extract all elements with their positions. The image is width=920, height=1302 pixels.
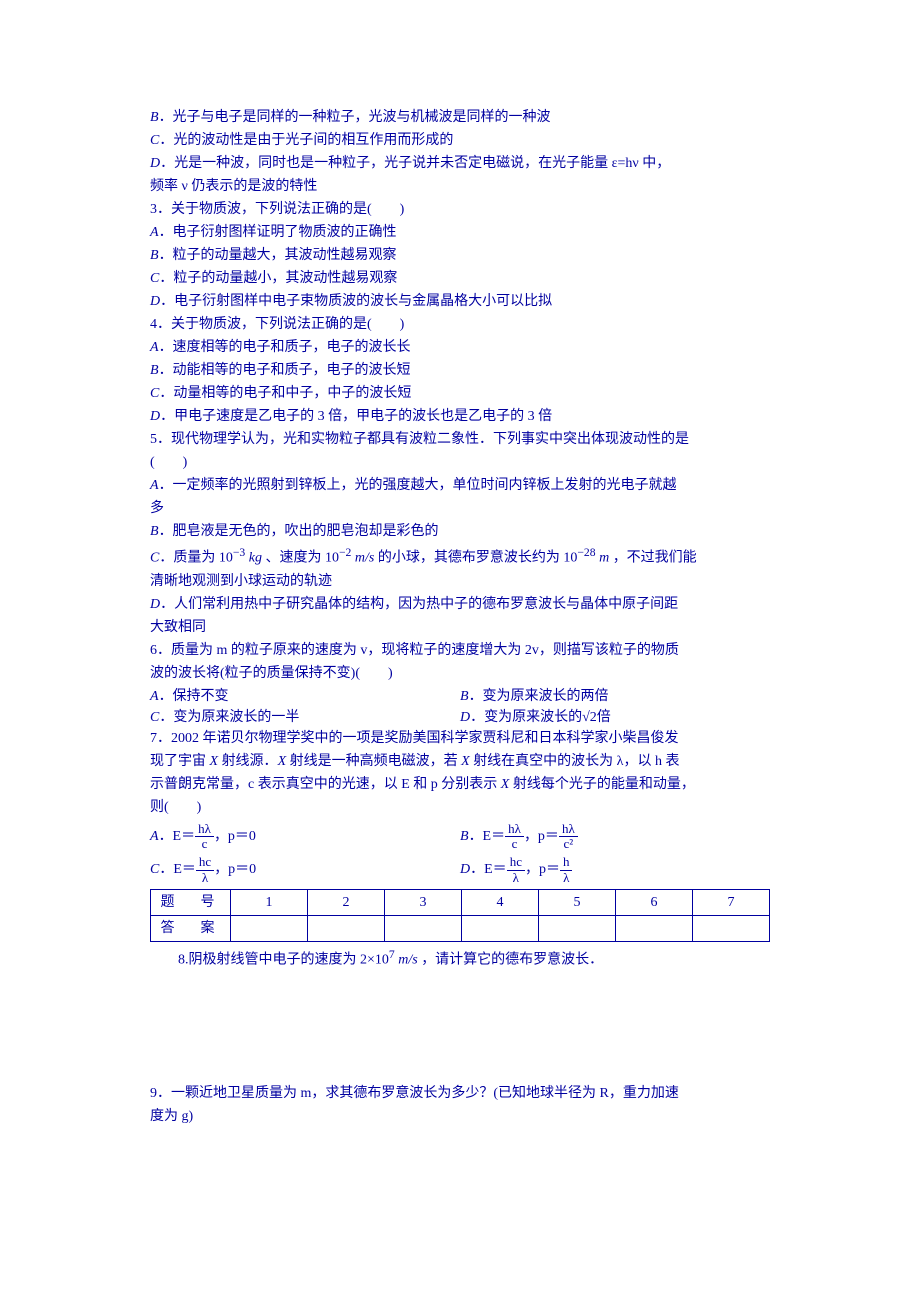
q5-option-c-2: 清晰地观测到小球运动的轨迹	[150, 571, 770, 592]
label-c: C	[150, 271, 159, 286]
answer-table: 题 号 1 2 3 4 5 6 7 答 案	[150, 889, 770, 942]
label-b: B	[460, 689, 469, 704]
table-cell: 6	[616, 889, 693, 915]
label-d: D	[150, 409, 160, 424]
q6-option-d: D．变为原来波长的√2倍	[460, 707, 770, 728]
label-d: D	[150, 294, 160, 309]
q5-option-a-1: A．一定频率的光照射到锌板上，光的强度越大，单位时间内锌板上发射的光电子就越	[150, 475, 770, 496]
label-a: A	[150, 829, 159, 844]
label-b: B	[150, 524, 159, 539]
q7-row-ab: A．E＝hλc，p＝0 B．E＝hλc，p＝hλc²	[150, 822, 770, 852]
q6-option-a: A．保持不变	[150, 686, 460, 707]
fraction-icon: hcλ	[507, 855, 525, 885]
q3-option-b: B．粒子的动量越大，其波动性越易观察	[150, 245, 770, 266]
table-header-answer: 答 案	[151, 915, 231, 941]
label-c: C	[150, 551, 159, 566]
q2-option-d-2: 频率 ν 仍表示的是波的特性	[150, 176, 770, 197]
q8-stem: 8.阴极射线管中电子的速度为 2×107 m/s ，请计算它的德布罗意波长．	[150, 946, 770, 971]
label-c: C	[150, 386, 159, 401]
table-row: 题 号 1 2 3 4 5 6 7	[151, 889, 770, 915]
spacer	[150, 973, 770, 1083]
label-b: B	[150, 363, 159, 378]
q7-stem-2: 现了宇宙 X 射线源．X 射线是一种高频电磁波，若 X 射线在真空中的波长为 λ…	[150, 751, 770, 772]
fraction-icon: hλc	[505, 822, 524, 852]
q6-option-b: B．变为原来波长的两倍	[460, 686, 770, 707]
label-c: C	[150, 862, 159, 877]
q3-option-d: D．电子衍射图样中电子束物质波的波长与金属晶格大小可以比拟	[150, 291, 770, 312]
table-cell	[616, 915, 693, 941]
q9-stem-2: 度为 g)	[150, 1106, 770, 1127]
label-d: D	[460, 710, 470, 725]
label-a: A	[150, 478, 159, 493]
label-d: D	[150, 156, 160, 171]
q7-row-cd: C．E＝hcλ，p＝0 D．E＝hcλ，p＝hλ	[150, 855, 770, 885]
q4-stem: 4．关于物质波，下列说法正确的是( )	[150, 314, 770, 335]
table-header-qnum: 题 号	[151, 889, 231, 915]
q7-stem-3: 示普朗克常量，c 表示真空中的光速，以 E 和 p 分别表示 X 射线每个光子的…	[150, 774, 770, 795]
fraction-icon: hcλ	[196, 855, 214, 885]
fraction-icon: hλ	[560, 855, 573, 885]
q5-option-a-2: 多	[150, 498, 770, 519]
label-b: B	[150, 110, 159, 125]
q4-option-d: D．甲电子速度是乙电子的 3 倍，甲电子的波长也是乙电子的 3 倍	[150, 406, 770, 427]
q5-stem-2: ( )	[150, 452, 770, 473]
q2-option-c: C．光的波动性是由于光子间的相互作用而形成的	[150, 130, 770, 151]
label-b: B	[150, 248, 159, 263]
label-d: D	[460, 862, 470, 877]
label-a: A	[150, 689, 159, 704]
q3-option-a: A．电子衍射图样证明了物质波的正确性	[150, 222, 770, 243]
q5-option-c-1: C．质量为 10−3 kg 、速度为 10−2 m/s 的小球，其德布罗意波长约…	[150, 544, 770, 569]
table-cell: 5	[539, 889, 616, 915]
q7-option-a: A．E＝hλc，p＝0	[150, 822, 460, 852]
label-b: B	[460, 829, 469, 844]
table-cell	[693, 915, 770, 941]
table-cell: 1	[231, 889, 308, 915]
q7-option-b: B．E＝hλc，p＝hλc²	[460, 822, 770, 852]
table-cell: 4	[462, 889, 539, 915]
fraction-icon: hλc²	[559, 822, 578, 852]
q5-option-d-2: 大致相同	[150, 617, 770, 638]
q6-row-cd: C．变为原来波长的一半 D．变为原来波长的√2倍	[150, 707, 770, 728]
table-cell: 7	[693, 889, 770, 915]
q6-stem-1: 6．质量为 m 的粒子原来的速度为 v，现将粒子的速度增大为 2v，则描写该粒子…	[150, 640, 770, 661]
label-a: A	[150, 225, 159, 240]
fraction-icon: hλc	[195, 822, 214, 852]
q2-option-d-1: D．光是一种波，同时也是一种粒子，光子说并未否定电磁说，在光子能量 ε=hν 中…	[150, 153, 770, 174]
q5-option-b: B．肥皂液是无色的，吹出的肥皂泡却是彩色的	[150, 521, 770, 542]
label-d: D	[150, 597, 160, 612]
table-cell: 3	[385, 889, 462, 915]
q7-option-d: D．E＝hcλ，p＝hλ	[460, 855, 770, 885]
label-c: C	[150, 133, 159, 148]
q7-option-c: C．E＝hcλ，p＝0	[150, 855, 460, 885]
q3-stem: 3．关于物质波，下列说法正确的是( )	[150, 199, 770, 220]
table-cell	[308, 915, 385, 941]
q7-stem-4: 则( )	[150, 797, 770, 818]
q4-option-b: B．动能相等的电子和质子，电子的波长短	[150, 360, 770, 381]
table-cell	[385, 915, 462, 941]
q6-option-c: C．变为原来波长的一半	[150, 707, 460, 728]
q6-row-ab: A．保持不变 B．变为原来波长的两倍	[150, 686, 770, 707]
label-a: A	[150, 340, 159, 355]
label-c: C	[150, 710, 159, 725]
table-row: 答 案	[151, 915, 770, 941]
q5-option-d-1: D．人们常利用热中子研究晶体的结构，因为热中子的德布罗意波长与晶体中原子间距	[150, 594, 770, 615]
q2-option-b: B．光子与电子是同样的一种粒子，光波与机械波是同样的一种波	[150, 107, 770, 128]
q4-option-c: C．动量相等的电子和中子，中子的波长短	[150, 383, 770, 404]
q9-stem-1: 9．一颗近地卫星质量为 m，求其德布罗意波长为多少？(已知地球半径为 R，重力加…	[150, 1083, 770, 1104]
table-cell	[231, 915, 308, 941]
table-cell: 2	[308, 889, 385, 915]
table-cell	[539, 915, 616, 941]
q5-stem-1: 5．现代物理学认为，光和实物粒子都具有波粒二象性．下列事实中突出体现波动性的是	[150, 429, 770, 450]
q4-option-a: A．速度相等的电子和质子，电子的波长长	[150, 337, 770, 358]
q6-stem-2: 波的波长将(粒子的质量保持不变)( )	[150, 663, 770, 684]
table-cell	[462, 915, 539, 941]
q7-stem-1: 7．2002 年诺贝尔物理学奖中的一项是奖励美国科学家贾科尼和日本科学家小柴昌俊…	[150, 728, 770, 749]
q3-option-c: C．粒子的动量越小，其波动性越易观察	[150, 268, 770, 289]
